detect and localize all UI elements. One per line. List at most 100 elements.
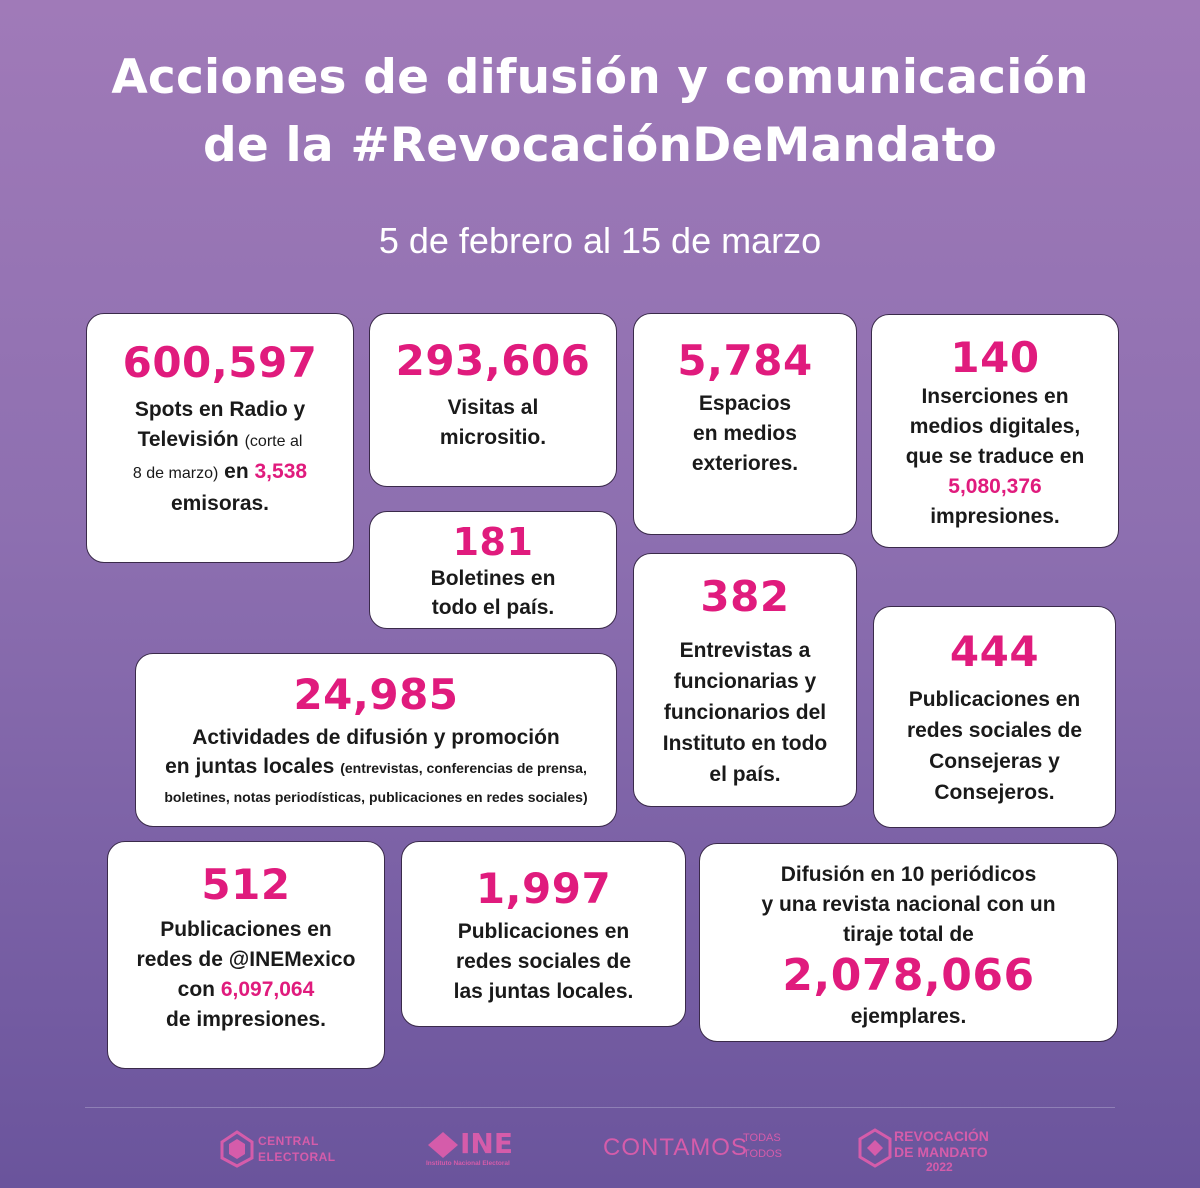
visitas-description: Visitas al micrositio. [440, 393, 546, 453]
contamos-todas: TODAS [743, 1132, 781, 1144]
revocacion-line-2: DE MANDATO [894, 1144, 988, 1160]
juntas-number: 1,997 [475, 864, 612, 913]
inserciones-description: Inserciones en medios digitales, que se … [906, 382, 1085, 532]
page-title: Acciones de difusión y comunicación de l… [0, 44, 1200, 180]
spots-line-3: 8 de marzo) en 3,538 [133, 457, 307, 489]
spots-line-1: Spots en Radio y [134, 398, 306, 421]
actividades-juntas-locales: en juntas locales [165, 755, 335, 778]
spots-television: Televisión [137, 428, 239, 451]
juntas-description: Publicaciones en redes sociales de las j… [454, 917, 634, 1007]
consejeras-line-4: Consejeros. [934, 781, 1055, 804]
date-range-subtitle: 5 de febrero al 15 de marzo [378, 220, 822, 261]
contamos-logo: CONTAMOS TODAS TODOS [603, 1130, 783, 1170]
boletines-number: 181 [452, 520, 534, 564]
ine-icon [428, 1132, 458, 1158]
contamos-todos: TODOS [743, 1148, 782, 1160]
inemexico-line-2: redes de @INEMexico [136, 948, 356, 971]
card-boletines: 181 Boletines en todo el país. [369, 511, 617, 629]
card-visitas: 293,606 Visitas al micrositio. [369, 313, 617, 487]
entrevistas-description: Entrevistas a funcionarias y funcionario… [663, 635, 827, 790]
card-inemexico: 512 Publicaciones en redes de @INEMexico… [107, 841, 385, 1069]
boletines-description: Boletines en todo el país. [431, 564, 556, 622]
consejeras-description: Publicaciones en redes sociales de Conse… [907, 684, 1082, 808]
ine-logo: INE Instituto Nacional Electoral [424, 1128, 534, 1172]
revocacion-mandato-logo: REVOCACIÓN DE MANDATO 2022 [858, 1122, 989, 1178]
periodicos-description: Difusión en 10 periódicos y una revista … [761, 860, 1055, 950]
spots-fecha: 8 de marzo) [132, 465, 219, 482]
inemexico-line-1: Publicaciones en [160, 918, 332, 941]
inserciones-line-2: medios digitales, [909, 415, 1081, 438]
inemexico-impresiones-count: 6,097,064 [220, 978, 315, 1001]
inserciones-line-3: que se traduce en [905, 445, 1085, 468]
actividades-line-2: en juntas locales (entrevistas, conferen… [164, 752, 587, 783]
inserciones-number: 140 [950, 333, 1040, 382]
juntas-line-2: redes sociales de [455, 950, 632, 973]
footer-logos: CENTRAL ELECTORAL INE Instituto Nacional… [0, 1122, 1200, 1182]
inemexico-line-4: de impresiones. [166, 1008, 326, 1031]
ine-wordmark: INE [460, 1127, 513, 1160]
inserciones-line-5: impresiones. [930, 505, 1060, 528]
entrevistas-line-4: Instituto en todo [662, 732, 828, 755]
espacios-line-2: en medios [693, 422, 797, 445]
title-line-2: de la #RevocaciónDeMandato [203, 118, 997, 173]
visitas-line-1: Visitas al [447, 396, 539, 419]
actividades-line-1: Actividades de difusión y promoción [192, 726, 560, 749]
central-electoral-line-2: ELECTORAL [258, 1150, 336, 1164]
inemexico-line-3: con 6,097,064 [137, 975, 356, 1005]
inemexico-number: 512 [201, 860, 291, 909]
boletines-line-1: Boletines en [430, 567, 556, 590]
periodicos-number: 2,078,066 [782, 950, 1035, 1001]
central-electoral-icon [220, 1130, 254, 1168]
inserciones-impresiones-count: 5,080,376 [948, 475, 1042, 498]
consejeras-number: 444 [949, 627, 1040, 676]
entrevistas-line-2: funcionarias y [673, 670, 817, 693]
actividades-detalle-2: boletines, notas periodísticas, publicac… [164, 789, 588, 805]
spots-line-4: emisoras. [170, 492, 270, 515]
espacios-number: 5,784 [677, 336, 813, 385]
footer-divider [85, 1107, 1115, 1108]
spots-corte: (corte al [244, 433, 303, 450]
periodicos-line-4: ejemplares. [850, 1005, 967, 1028]
ine-subtitle: Instituto Nacional Electoral [426, 1160, 510, 1167]
card-entrevistas: 382 Entrevistas a funcionarias y funcion… [633, 553, 857, 807]
central-electoral-logo: CENTRAL ELECTORAL [218, 1128, 335, 1172]
juntas-line-1: Publicaciones en [457, 920, 630, 943]
consejeras-line-3: Consejeras y [929, 750, 1060, 773]
inemexico-description: Publicaciones en redes de @INEMexico con… [137, 915, 356, 1035]
card-espacios: 5,784 Espacios en medios exteriores. [633, 313, 857, 535]
entrevistas-line-5: el país. [709, 763, 781, 786]
spots-en: en [224, 460, 249, 483]
visitas-line-2: micrositio. [439, 426, 547, 449]
contamos-wordmark: CONTAMOS [603, 1134, 748, 1161]
actividades-number: 24,985 [293, 670, 459, 719]
consejeras-line-2: redes sociales de [906, 719, 1083, 742]
periodicos-line-1: Difusión en 10 periódicos [780, 863, 1037, 886]
card-periodicos: Difusión en 10 periódicos y una revista … [699, 843, 1118, 1042]
entrevistas-number: 382 [700, 572, 790, 621]
actividades-description: Actividades de difusión y promoción en j… [164, 723, 587, 812]
entrevistas-line-3: funcionarios del [663, 701, 827, 724]
boletines-line-2: todo el país. [431, 596, 555, 619]
title-line-1: Acciones de difusión y comunicación [111, 50, 1089, 105]
espacios-line-3: exteriores. [691, 452, 799, 475]
spots-line-2: Televisión (corte al [133, 425, 307, 457]
card-spots: 600,597 Spots en Radio y Televisión (cor… [86, 313, 354, 563]
espacios-description: Espacios en medios exteriores. [692, 389, 798, 479]
juntas-line-3: las juntas locales. [453, 980, 634, 1003]
entrevistas-line-1: Entrevistas a [679, 639, 811, 662]
inserciones-line-1: Inserciones en [921, 385, 1069, 408]
revocacion-mandato-icon [858, 1128, 892, 1168]
inemexico-con: con [177, 978, 216, 1001]
card-inserciones: 140 Inserciones en medios digitales, que… [871, 314, 1119, 548]
consejeras-line-1: Publicaciones en [908, 688, 1081, 711]
spots-number: 600,597 [122, 338, 318, 387]
periodicos-line-3: tiraje total de [843, 923, 974, 946]
actividades-detalle-1: (entrevistas, conferencias de prensa, [340, 760, 587, 776]
espacios-line-1: Espacios [698, 392, 792, 415]
revocacion-year: 2022 [926, 1160, 953, 1174]
revocacion-line-1: REVOCACIÓN [894, 1128, 989, 1144]
periodicos-line-2: y una revista nacional con un [761, 893, 1056, 916]
visitas-number: 293,606 [395, 336, 591, 385]
card-actividades: 24,985 Actividades de difusión y promoci… [135, 653, 617, 827]
spots-description: Spots en Radio y Televisión (corte al 8 … [133, 395, 307, 519]
